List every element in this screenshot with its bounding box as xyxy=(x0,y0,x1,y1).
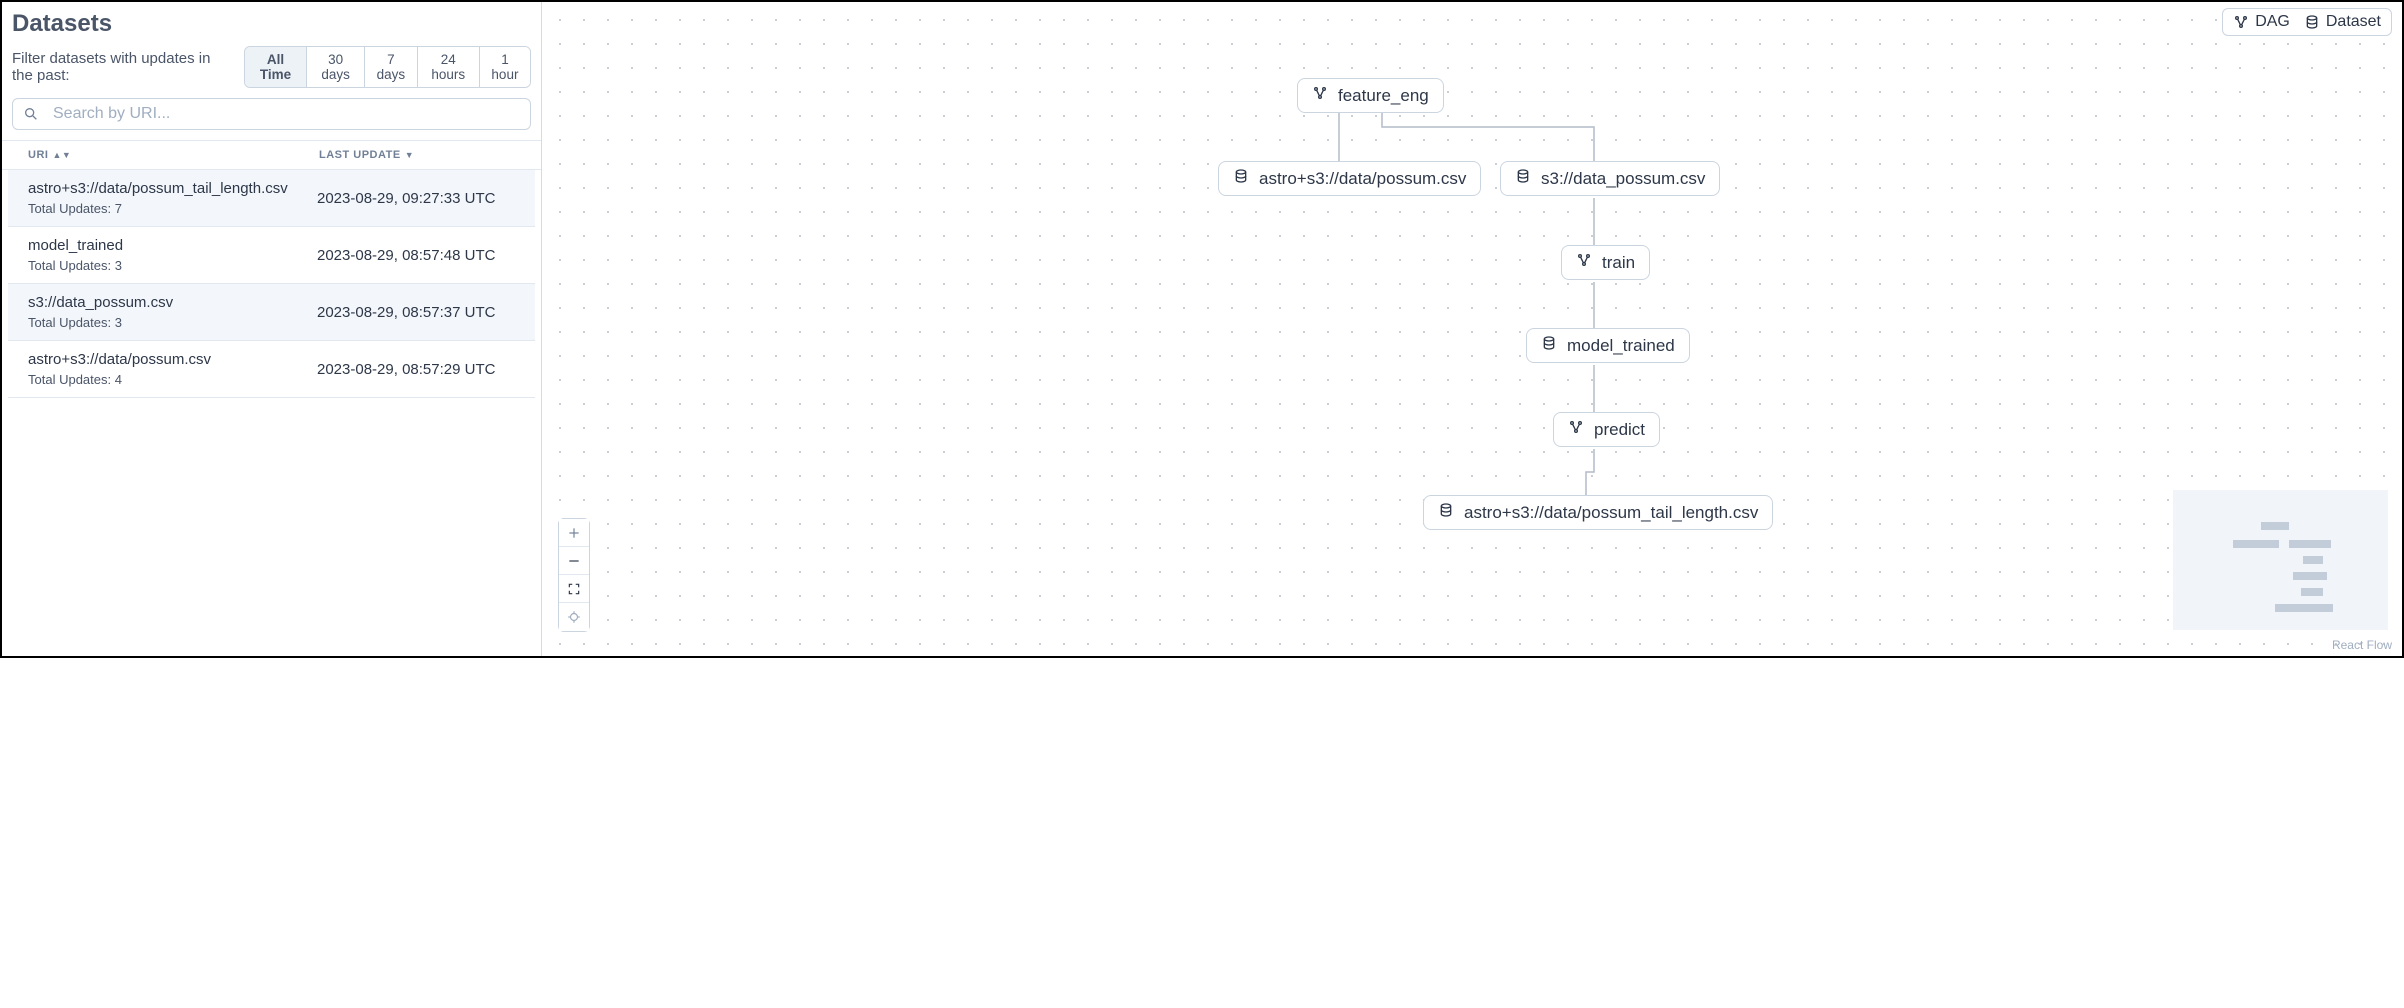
row-last-update: 2023-08-29, 08:57:37 UTC xyxy=(317,304,527,321)
node-label: train xyxy=(1602,253,1635,273)
dag-icon xyxy=(1568,419,1584,440)
zoom-controls xyxy=(558,518,590,632)
row-updates: Total Updates: 3 xyxy=(28,258,317,273)
filter-option-7-days[interactable]: 7 days xyxy=(365,47,417,87)
graph-canvas[interactable]: DAG Dataset feature_engastro+s3://data/p… xyxy=(542,2,2402,656)
table-row[interactable]: astro+s3://data/possum_tail_length.csv To… xyxy=(8,170,535,227)
filter-option-1-hour[interactable]: 1 hour xyxy=(480,47,530,87)
dag-icon xyxy=(1312,85,1328,106)
left-panel: Datasets Filter datasets with updates in… xyxy=(2,2,542,656)
filter-option-24-hours[interactable]: 24 hours xyxy=(418,47,480,87)
filter-label: Filter datasets with updates in the past… xyxy=(12,50,234,84)
node-tail_len[interactable]: astro+s3://data/possum_tail_length.csv xyxy=(1423,495,1773,530)
search-input[interactable] xyxy=(53,105,520,123)
dataset-icon xyxy=(1541,335,1557,356)
edge-feature_eng-s3_possum xyxy=(1382,113,1594,161)
node-label: predict xyxy=(1594,420,1645,440)
table-header: URI ▲▼ LAST UPDATE ▼ xyxy=(2,140,541,170)
zoom-in-button[interactable] xyxy=(559,519,589,547)
node-possum_csv[interactable]: astro+s3://data/possum.csv xyxy=(1218,161,1481,196)
dag-icon xyxy=(1576,252,1592,273)
zoom-out-button[interactable] xyxy=(559,547,589,575)
dataset-icon xyxy=(1438,502,1454,523)
filter-option-all-time[interactable]: All Time xyxy=(245,47,307,87)
locate-button[interactable] xyxy=(559,603,589,631)
graph-edges xyxy=(542,2,2402,656)
edge-predict-tail_len xyxy=(1586,449,1594,495)
dataset-icon xyxy=(1515,168,1531,189)
row-uri: astro+s3://data/possum_tail_length.csv xyxy=(28,180,317,197)
filter-button-group: All Time30 days7 days24 hours1 hour xyxy=(244,46,531,88)
row-uri: s3://data_possum.csv xyxy=(28,294,317,311)
node-model[interactable]: model_trained xyxy=(1526,328,1690,363)
sort-icon: ▲▼ xyxy=(52,151,71,160)
node-train[interactable]: train xyxy=(1561,245,1650,280)
table-row[interactable]: s3://data_possum.csv Total Updates: 32023… xyxy=(8,284,535,341)
search-wrap[interactable] xyxy=(12,98,531,130)
table-row[interactable]: astro+s3://data/possum.csv Total Updates:… xyxy=(8,341,535,398)
row-updates: Total Updates: 7 xyxy=(28,201,317,216)
node-label: s3://data_possum.csv xyxy=(1541,169,1705,189)
attribution: React Flow xyxy=(2332,638,2392,652)
dataset-icon xyxy=(1233,168,1249,189)
row-updates: Total Updates: 4 xyxy=(28,372,317,387)
node-label: astro+s3://data/possum.csv xyxy=(1259,169,1466,189)
row-last-update: 2023-08-29, 09:27:33 UTC xyxy=(317,190,527,207)
filter-option-30-days[interactable]: 30 days xyxy=(307,47,365,87)
node-s3_possum[interactable]: s3://data_possum.csv xyxy=(1500,161,1720,196)
row-uri: model_trained xyxy=(28,237,317,254)
node-label: astro+s3://data/possum_tail_length.csv xyxy=(1464,503,1758,523)
column-header-last-update[interactable]: LAST UPDATE ▼ xyxy=(319,149,529,161)
fit-view-button[interactable] xyxy=(559,575,589,603)
row-updates: Total Updates: 3 xyxy=(28,315,317,330)
table-row[interactable]: model_trained Total Updates: 32023-08-29,… xyxy=(8,227,535,284)
search-icon xyxy=(23,106,39,122)
filter-row: Filter datasets with updates in the past… xyxy=(2,42,541,98)
row-last-update: 2023-08-29, 08:57:29 UTC xyxy=(317,361,527,378)
column-header-uri[interactable]: URI ▲▼ xyxy=(14,149,319,161)
page-title: Datasets xyxy=(2,10,541,42)
minimap[interactable] xyxy=(2173,490,2388,630)
node-label: model_trained xyxy=(1567,336,1675,356)
node-feature_eng[interactable]: feature_eng xyxy=(1297,78,1444,113)
row-uri: astro+s3://data/possum.csv xyxy=(28,351,317,368)
node-predict[interactable]: predict xyxy=(1553,412,1660,447)
node-label: feature_eng xyxy=(1338,86,1429,106)
table-body: astro+s3://data/possum_tail_length.csv To… xyxy=(8,170,535,398)
row-last-update: 2023-08-29, 08:57:48 UTC xyxy=(317,247,527,264)
sort-desc-icon: ▼ xyxy=(405,151,414,160)
